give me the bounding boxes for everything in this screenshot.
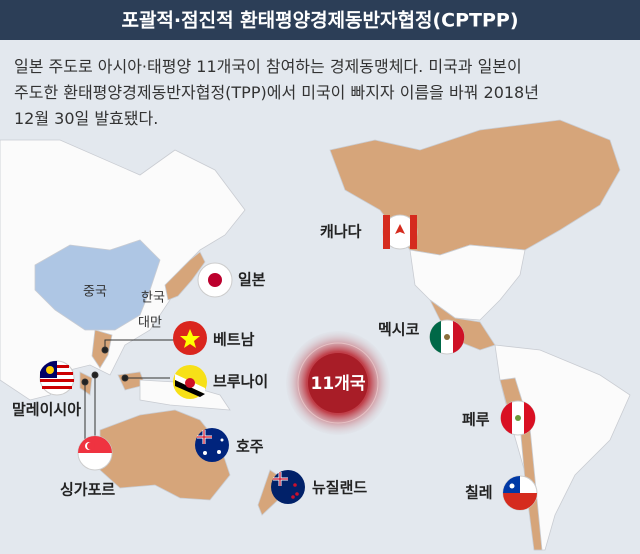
shape [203, 451, 207, 455]
country-label: 캐나다 [320, 223, 362, 241]
dot [91, 371, 99, 379]
shape [515, 415, 521, 421]
shape [444, 334, 450, 340]
badge-ring [297, 342, 379, 424]
country-label: 베트남 [213, 331, 255, 349]
shape [503, 493, 537, 510]
description-line: 일본 주도로 아시아·태평양 11개국이 참여하는 경제동맹체다. 미국과 일본… [14, 57, 522, 76]
badge-text: 11개국 [311, 374, 366, 394]
flag-mexico [429, 319, 465, 355]
shape [87, 442, 95, 450]
shape [395, 224, 405, 234]
flag-malaysia [39, 360, 75, 396]
flag-vietnam [173, 321, 207, 355]
country-label: 멕시코 [378, 321, 420, 339]
shape [291, 495, 295, 499]
flag-australia [195, 428, 229, 462]
flag-canada [382, 214, 418, 250]
map-label: 중국 [83, 285, 107, 300]
shape [175, 380, 205, 397]
shape [220, 438, 224, 442]
shape [40, 379, 74, 382]
map-label: 한국 [141, 291, 165, 306]
country-label: 뉴질랜드 [312, 479, 367, 497]
shape [273, 472, 288, 486]
shape [42, 386, 72, 389]
shape [500, 402, 512, 434]
country-label: 브루나이 [213, 373, 268, 391]
badge-core [308, 353, 368, 413]
shape [453, 321, 465, 353]
country-label: 호주 [236, 438, 264, 456]
flag-japan [197, 262, 233, 298]
flag-singapore [77, 435, 113, 471]
country-label: 일본 [238, 271, 266, 289]
shape [293, 483, 297, 487]
dot [101, 346, 109, 354]
flags [39, 214, 538, 511]
country-label: 말레이시아 [12, 401, 81, 419]
shape [180, 329, 200, 348]
country-label: 칠레 [465, 484, 493, 502]
header-bar [0, 0, 640, 40]
shape [195, 428, 229, 462]
shape [217, 450, 221, 454]
japan-land [164, 251, 206, 301]
flag-brunei [173, 365, 207, 399]
map-label: 대만 [138, 316, 162, 331]
shape [46, 366, 54, 374]
shape [509, 483, 515, 489]
shape [410, 215, 417, 249]
usa [409, 244, 526, 321]
country-label: 싱가포르 [60, 481, 115, 499]
australia-land [99, 409, 231, 501]
china [34, 239, 161, 331]
shape [429, 321, 441, 353]
connectors [81, 339, 175, 440]
shape [271, 470, 305, 504]
flag-new-zealand [271, 470, 305, 504]
description-line: 12월 30일 발효됐다. [14, 109, 158, 128]
flag-chile [502, 475, 538, 511]
flag-peru [500, 400, 536, 436]
dot [81, 378, 89, 386]
shape [295, 492, 299, 496]
dot [121, 374, 129, 382]
description-line: 주도한 환태평양경제동반자협정(TPP)에서 미국이 빠지자 이름을 바꿔 20… [14, 83, 539, 102]
country-label: 페루 [462, 411, 490, 429]
shape [524, 402, 536, 434]
shape [197, 430, 212, 444]
shape [383, 215, 390, 249]
shape [208, 273, 222, 287]
shape [185, 378, 195, 388]
title: 포괄적·점진적 환태평양경제동반자협정(CPTPP) [121, 10, 518, 32]
